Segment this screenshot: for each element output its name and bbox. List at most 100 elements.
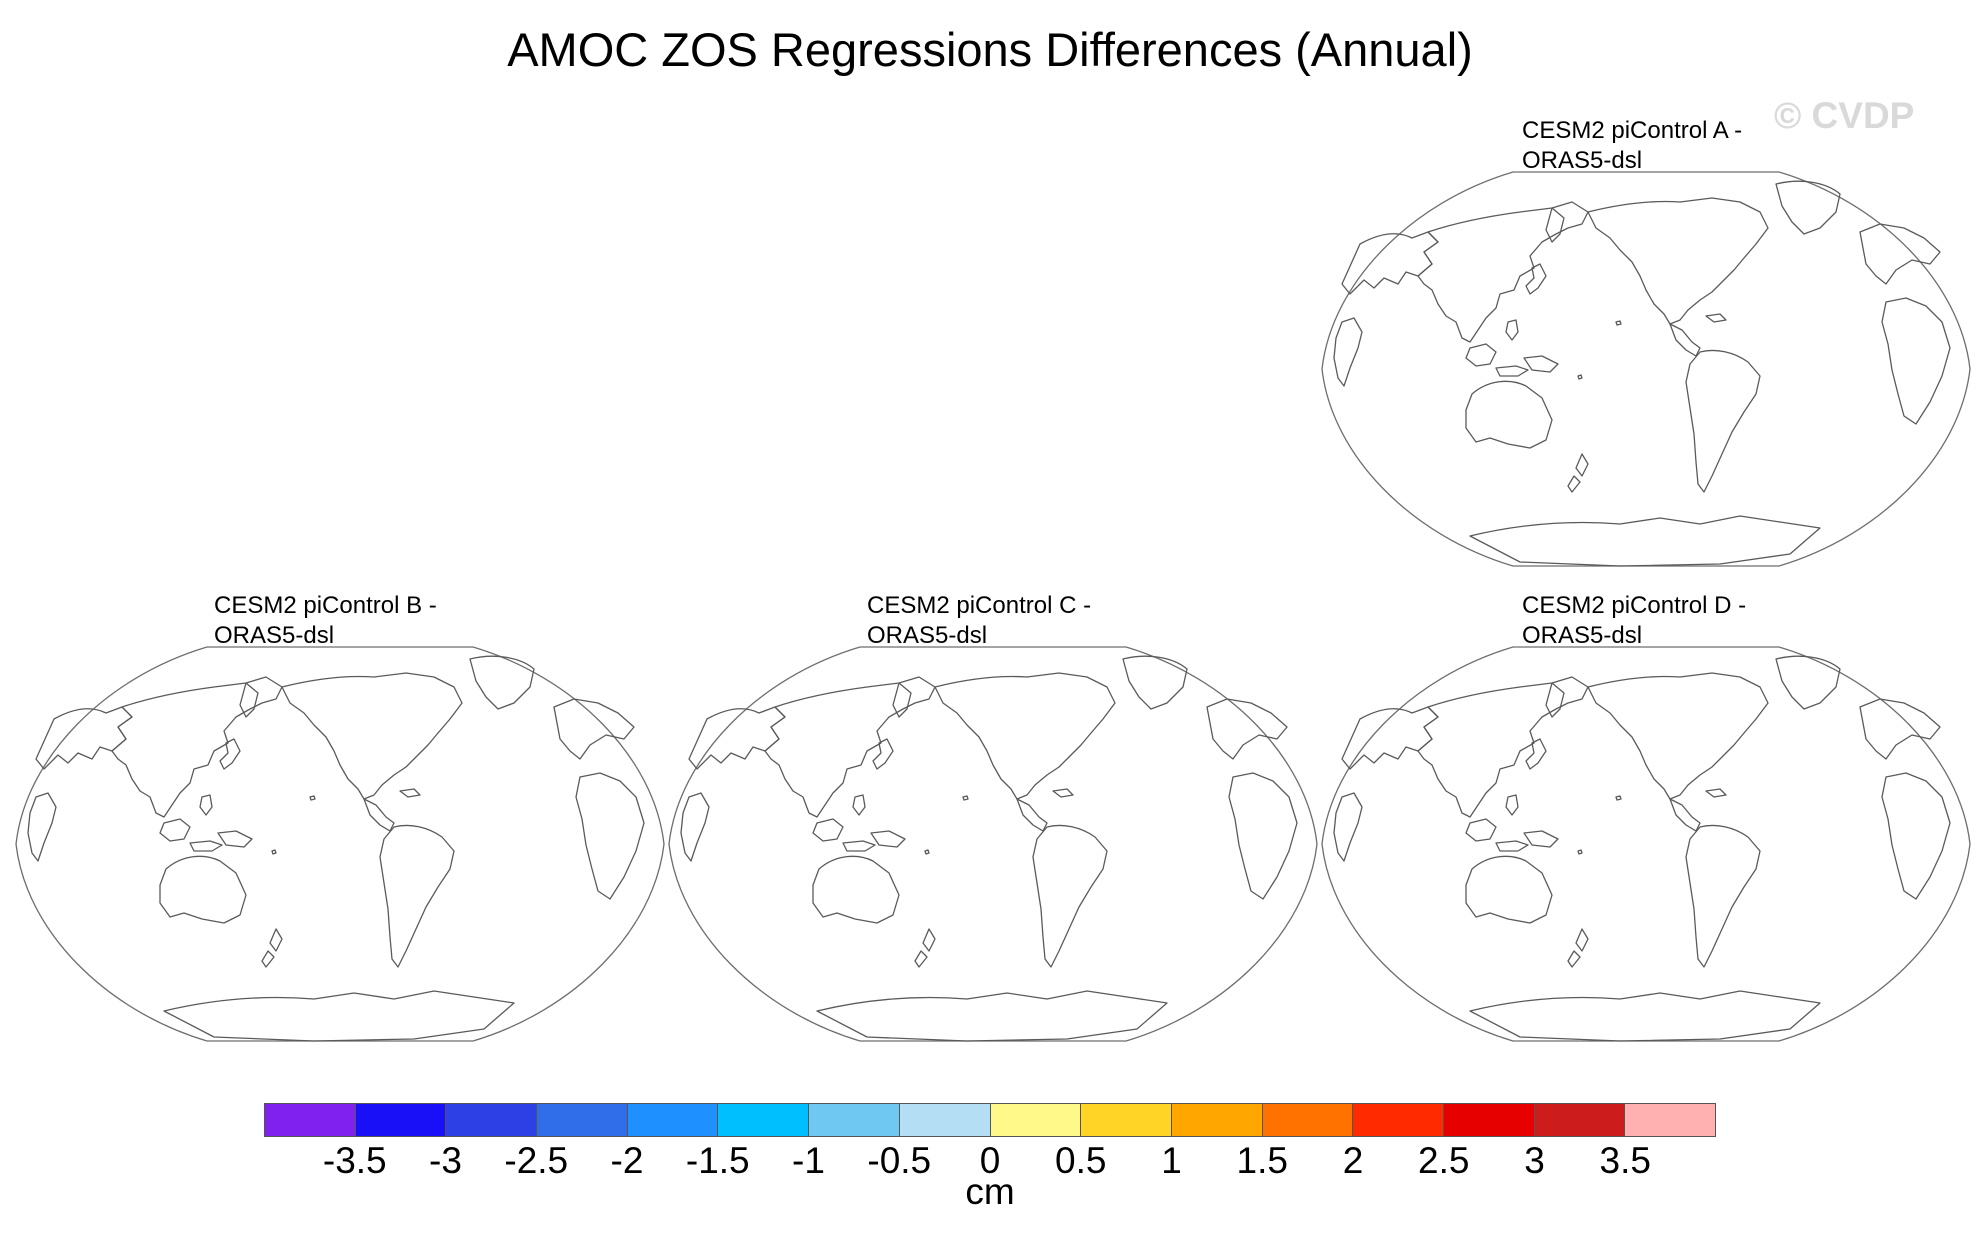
- coastline-11: [914, 950, 928, 968]
- coastline-11: [1567, 950, 1581, 968]
- coastline-12: [1587, 672, 1769, 800]
- coastline-2: [1417, 676, 1589, 818]
- coastline-3: [1545, 682, 1565, 718]
- colorbar-swatch-8: [990, 1104, 1082, 1136]
- colorbar-swatch-10: [1171, 1104, 1263, 1136]
- colorbar-tick-label: -1: [792, 1140, 825, 1181]
- panel-a-title: CESM2 piControl A - ORAS5-dsl: [1522, 117, 1743, 174]
- coastline-6: [159, 818, 191, 842]
- world-map-c: [668, 646, 1318, 1042]
- coastline-9: [812, 855, 900, 924]
- coastline-5: [852, 794, 866, 816]
- coastline-13: [1775, 655, 1841, 710]
- coastline-5: [199, 794, 213, 816]
- coastline-16: [379, 824, 455, 968]
- coastline-8: [870, 830, 906, 848]
- coastline-1: [680, 792, 710, 862]
- colorbar-tick-label: 3: [1524, 1140, 1545, 1181]
- colorbar-tick-label: 0.5: [1055, 1140, 1107, 1181]
- colorbar-swatch-2: [446, 1104, 538, 1136]
- coastline-19: [816, 990, 1168, 1042]
- coastline-15: [1705, 788, 1727, 798]
- coastline-20: [1615, 320, 1622, 326]
- coastline-3: [892, 682, 912, 718]
- coastline-14: [1016, 798, 1048, 832]
- coastline-21: [1577, 374, 1583, 380]
- colorbar-units: cm: [965, 1171, 1015, 1212]
- coastline-6: [1465, 343, 1497, 367]
- colorbar-tick-label: -3: [429, 1140, 462, 1181]
- coastline-5: [1505, 794, 1519, 816]
- coastline-1: [1333, 792, 1363, 862]
- coastline-9: [1465, 855, 1553, 924]
- coastline-19: [1469, 990, 1821, 1042]
- coastline-15: [1705, 313, 1727, 323]
- coastline-4: [219, 738, 241, 770]
- coastline-16: [1685, 349, 1761, 493]
- coastline-20: [309, 795, 316, 801]
- colorbar-tick-label: -3.5: [322, 1140, 387, 1181]
- coastline-1: [1333, 317, 1363, 387]
- coastline-7: [189, 840, 223, 852]
- coastline-11: [261, 950, 275, 968]
- coastline-7: [842, 840, 876, 852]
- map-boundary: [668, 646, 1318, 1042]
- colorbar-swatch-6: [809, 1104, 900, 1136]
- coastline-13: [1775, 180, 1841, 235]
- map-panel-a: CESM2 piControl A - ORAS5-dsl: [1320, 116, 1971, 567]
- coastline-20: [962, 795, 969, 801]
- coastline-16: [1685, 824, 1761, 968]
- map-boundary: [1321, 171, 1971, 567]
- map-boundary: [1321, 646, 1971, 1042]
- coastline-3: [1545, 207, 1565, 243]
- colorbar-swatch-14: [1534, 1104, 1626, 1136]
- coastline-14: [363, 798, 395, 832]
- colorbar-tick-label: 0: [979, 1140, 1001, 1181]
- coastline-4: [1525, 738, 1547, 770]
- coastline-10: [1575, 928, 1589, 952]
- coastline-7: [1495, 840, 1529, 852]
- colorbar-tick-label: 2: [1342, 1140, 1364, 1181]
- coastline-6: [1465, 818, 1497, 842]
- coastline-21: [1577, 849, 1583, 855]
- colorbar-tick-label: -1.5: [685, 1140, 750, 1181]
- coastline-4: [872, 738, 894, 770]
- coastline-15: [399, 788, 421, 798]
- coastline-3: [239, 682, 259, 718]
- coastline-8: [1523, 830, 1559, 848]
- colorbar-swatch-5: [718, 1104, 810, 1136]
- colorbar-swatch-7: [899, 1104, 991, 1136]
- coastline-8: [217, 830, 253, 848]
- panel-b-title: CESM2 piControl B - ORAS5-dsl: [214, 592, 437, 649]
- coastline-11: [1567, 475, 1581, 493]
- coastline-19: [1469, 515, 1821, 567]
- coastline-13: [469, 655, 535, 710]
- coastline-12: [281, 672, 463, 800]
- panel-c-title: CESM2 piControl C - ORAS5-dsl: [867, 592, 1092, 649]
- coastline-8: [1523, 355, 1559, 373]
- figure-title: AMOC ZOS Regressions Differences (Annual…: [507, 23, 1473, 76]
- coastline-13: [1122, 655, 1188, 710]
- colorbar-swatch-4: [627, 1104, 719, 1136]
- map-panel-d: CESM2 piControl D - ORAS5-dsl: [1320, 591, 1971, 1042]
- coastline-19: [163, 990, 515, 1042]
- coastline-18: [575, 772, 645, 900]
- coastline-12: [1587, 197, 1769, 325]
- coastline-10: [1575, 453, 1589, 477]
- coastline-21: [924, 849, 930, 855]
- coastline-17: [1206, 698, 1288, 760]
- coastline-2: [764, 676, 936, 818]
- cvdp-watermark: © CVDP: [1774, 95, 1915, 136]
- world-map-b: [15, 646, 665, 1042]
- colorbar-swatch-0: [265, 1104, 356, 1136]
- coastline-2: [1417, 201, 1589, 343]
- colorbar-tick-label: -0.5: [867, 1140, 932, 1181]
- coastline-9: [159, 855, 247, 924]
- colorbar-swatch-13: [1443, 1104, 1535, 1136]
- colorbar-tick-label: -2.5: [504, 1140, 569, 1181]
- colorbar-swatch-3: [537, 1104, 628, 1136]
- coastline-17: [1859, 698, 1941, 760]
- coastline-14: [1669, 323, 1701, 357]
- colorbar-swatch-12: [1353, 1104, 1444, 1136]
- coastline-15: [1052, 788, 1074, 798]
